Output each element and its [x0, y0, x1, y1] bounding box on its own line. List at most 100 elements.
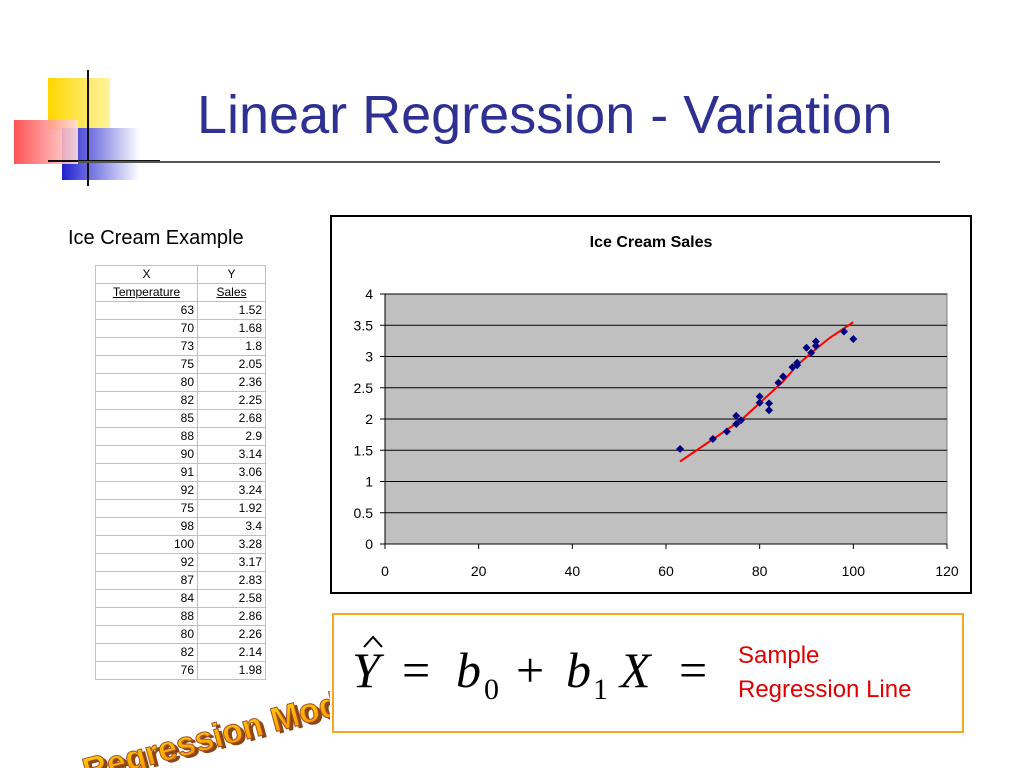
- table-row: 84 2.58: [95, 589, 266, 608]
- table-row: 82 2.25: [95, 391, 266, 410]
- x-tick-label: 0: [381, 563, 389, 579]
- data-point: [793, 361, 802, 370]
- table-row: 63 1.52: [95, 301, 266, 320]
- cell-sales: 3.17: [197, 553, 266, 572]
- cell-temperature: 92: [95, 553, 198, 572]
- cell-temperature: 92: [95, 481, 198, 500]
- cell-sales: 2.58: [197, 589, 266, 608]
- cell-sales: 1.8: [197, 337, 266, 356]
- cell-sales: 1.98: [197, 661, 266, 680]
- cell-temperature: 90: [95, 445, 198, 464]
- data-point: [708, 435, 717, 443]
- cell-sales: 2.25: [197, 391, 266, 410]
- cell-sales: 2.36: [197, 373, 266, 392]
- data-point: [676, 445, 685, 453]
- equation-box: Y = b + b X = 0 1 Sample Regression Line: [332, 613, 964, 733]
- table-row: 75 2.05: [95, 355, 266, 374]
- data-point: [774, 378, 783, 387]
- cell-temperature: 70: [95, 319, 198, 338]
- table-row: 100 3.28: [95, 535, 266, 554]
- cell-temperature: 82: [95, 391, 198, 410]
- data-point: [802, 343, 811, 352]
- cell-sales: 3.06: [197, 463, 266, 482]
- table-subheader-row: Temperature Sales: [95, 283, 266, 302]
- data-point: [765, 399, 774, 408]
- cell-sales: 3.14: [197, 445, 266, 464]
- data-point: [807, 348, 816, 357]
- x-tick-label: 80: [752, 563, 768, 579]
- chart-title: Ice Cream Sales: [590, 234, 713, 251]
- x-tick-label: 40: [565, 563, 581, 579]
- data-point: [811, 341, 820, 350]
- cell-temperature: 73: [95, 337, 198, 356]
- y-tick-label: 0: [365, 536, 373, 552]
- data-point: [755, 398, 764, 407]
- data-point: [722, 427, 731, 436]
- table-title: Ice Cream Example: [68, 227, 244, 249]
- data-point: [849, 335, 858, 343]
- wordart-regression-model: Regression Model Regression Model: [78, 677, 330, 768]
- cell-sales: 3.24: [197, 481, 266, 500]
- cell-sales: 2.9: [197, 427, 266, 446]
- y-tick-label: 1.5: [354, 442, 374, 458]
- cell-sales: 1.92: [197, 499, 266, 518]
- table-row: 98 3.4: [95, 517, 266, 536]
- svg-text:=: =: [402, 642, 430, 698]
- data-point: [755, 392, 764, 401]
- cell-temperature: 75: [95, 499, 198, 518]
- cell-sales: 1.68: [197, 319, 266, 338]
- y-tick-label: 4: [365, 286, 373, 302]
- cell-temperature: 76: [95, 661, 198, 680]
- cell-temperature: 100: [95, 535, 198, 554]
- y-tick-label: 3.5: [354, 317, 374, 333]
- cell-temperature: 91: [95, 463, 198, 482]
- x-tick-label: 60: [658, 563, 674, 579]
- logo-red-square: [14, 120, 78, 164]
- header-x: X: [95, 265, 198, 284]
- svg-text:0: 0: [484, 673, 499, 706]
- title-divider: [78, 161, 940, 163]
- decorative-logo: [14, 70, 160, 186]
- svg-text:b: b: [456, 642, 481, 698]
- cell-temperature: 75: [95, 355, 198, 374]
- cell-sales: 3.28: [197, 535, 266, 554]
- equation-label-line2: Regression Line: [738, 676, 912, 703]
- svg-text:=: =: [679, 642, 707, 698]
- table-row: 73 1.8: [95, 337, 266, 356]
- cell-sales: 1.52: [197, 301, 266, 320]
- wordart-text: Regression Model: [78, 678, 330, 768]
- y-tick-label: 3: [365, 349, 373, 365]
- cell-temperature: 85: [95, 409, 198, 428]
- cell-temperature: 82: [95, 643, 198, 662]
- cell-temperature: 98: [95, 517, 198, 536]
- cell-sales: 2.86: [197, 607, 266, 626]
- table-row: 80 2.26: [95, 625, 266, 644]
- cell-temperature: 63: [95, 301, 198, 320]
- y-tick-label: 2.5: [354, 380, 374, 396]
- data-point: [839, 327, 848, 336]
- y-tick-label: 2: [365, 411, 373, 427]
- table-row: 88 2.9: [95, 427, 266, 446]
- chart-container: Ice Cream Sales 0 0.5 1 1.5 2 2.5 3 3.5 4 0 20 40 60 8…: [330, 215, 972, 594]
- svg-text:+: +: [516, 642, 544, 698]
- header-y: Y: [197, 265, 266, 284]
- table-header-row: X Y: [95, 265, 266, 284]
- regression-equation: Y = b + b X = 0 1: [352, 635, 707, 706]
- x-tick-label: 100: [842, 563, 866, 579]
- y-tick-label: 0.5: [354, 505, 374, 521]
- x-tick-label: 20: [471, 563, 487, 579]
- cell-temperature: 88: [95, 607, 198, 626]
- cell-sales: 3.4: [197, 517, 266, 536]
- header-sales: Sales: [197, 283, 266, 302]
- equation-label-line1: Sample: [738, 642, 820, 669]
- data-point: [732, 411, 741, 420]
- table-row: 76 1.98: [95, 661, 266, 680]
- cell-sales: 2.26: [197, 625, 266, 644]
- table-row: 70 1.68: [95, 319, 266, 338]
- cell-sales: 2.68: [197, 409, 266, 428]
- data-point: [811, 337, 820, 346]
- svg-text:Y: Y: [352, 642, 385, 698]
- cell-sales: 2.14: [197, 643, 266, 662]
- cell-temperature: 80: [95, 625, 198, 644]
- table-row: 87 2.83: [95, 571, 266, 590]
